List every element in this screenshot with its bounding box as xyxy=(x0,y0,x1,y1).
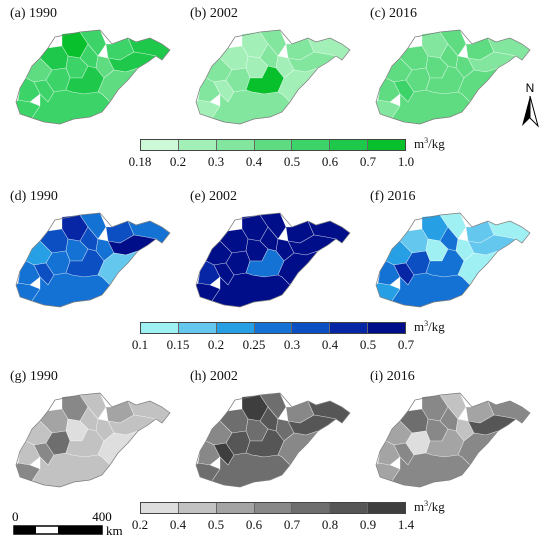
legend-tick-label: 0.6 xyxy=(245,517,263,532)
province-map xyxy=(195,392,351,488)
legend-unit-denominator: /kg xyxy=(428,319,445,334)
legend-tick-label: 0.25 xyxy=(242,337,266,352)
panel-label: (c) 2016 xyxy=(370,6,418,21)
scale-bar: 0 400 km xyxy=(10,508,130,538)
north-arrow-letter: N xyxy=(526,81,535,95)
legend-swatch xyxy=(292,140,331,150)
legend-swatch xyxy=(178,323,217,333)
legend: 0.1 0.15 0.2 0.25 0.3 0.4 0.5 0.7 xyxy=(132,322,414,352)
legend-tick-label: 0.1 xyxy=(131,337,149,352)
legend-tick-label: 0.6 xyxy=(321,154,339,169)
legend-unit: m3/kg xyxy=(414,499,445,515)
legend-tick-label: 0.4 xyxy=(169,517,187,532)
legend-swatch xyxy=(216,323,255,333)
legend-tick-label: 0.9 xyxy=(359,517,377,532)
province-outline xyxy=(15,29,171,125)
legend-swatch xyxy=(368,140,406,150)
province-map xyxy=(15,392,171,488)
province-outline xyxy=(15,212,171,308)
legend-unit-base: m xyxy=(414,319,425,334)
legend-color-bar xyxy=(140,139,406,151)
legend-tick-row: 0.1 0.15 0.2 0.25 0.3 0.4 0.5 0.7 xyxy=(132,337,414,352)
province-outline xyxy=(375,212,531,308)
legend-swatch xyxy=(141,140,179,150)
legend-tick-label: 0.7 xyxy=(359,154,377,169)
legend-swatch xyxy=(254,323,293,333)
province-outline xyxy=(195,29,351,125)
legend-unit-denominator: /kg xyxy=(428,499,445,514)
legend-tick-label: 0.7 xyxy=(397,337,415,352)
panel-label: (g) 1990 xyxy=(10,369,58,384)
legend-tick-label: 0.2 xyxy=(207,337,225,352)
province-outline xyxy=(195,392,351,488)
legend-swatch xyxy=(292,503,331,513)
legend-swatch xyxy=(330,503,369,513)
panel-label: (a) 1990 xyxy=(10,6,58,21)
scale-start-label: 0 xyxy=(12,509,19,524)
legend-swatch xyxy=(216,503,255,513)
province-outline xyxy=(195,212,351,308)
province-map xyxy=(375,392,531,488)
legend-tick-label: 0.2 xyxy=(169,154,187,169)
legend-swatch xyxy=(254,140,293,150)
province-outline xyxy=(375,29,531,125)
north-arrow: N xyxy=(518,80,542,130)
legend-tick-label: 0.5 xyxy=(359,337,377,352)
legend-tick-label: 0.3 xyxy=(283,337,301,352)
legend: 0.18 0.2 0.3 0.4 0.5 0.6 0.7 1.0 xyxy=(129,139,415,169)
panel-label: (b) 2002 xyxy=(190,6,238,21)
legend-swatch xyxy=(141,503,179,513)
legend-unit-base: m xyxy=(414,136,425,151)
panel-label: (f) 2016 xyxy=(370,189,416,204)
legend-tick-label: 0.4 xyxy=(245,154,263,169)
legend-unit-exponent: 3 xyxy=(424,319,429,328)
province-map xyxy=(195,29,351,125)
legend-swatch xyxy=(330,323,369,333)
panel-label: (d) 1990 xyxy=(10,189,58,204)
legend-unit-exponent: 3 xyxy=(424,136,429,145)
legend-swatch xyxy=(178,503,217,513)
legend-tick-label: 0.3 xyxy=(207,154,225,169)
legend-tick-label: 0.15 xyxy=(166,337,190,352)
legend-swatch xyxy=(330,140,369,150)
legend-tick-label: 0.5 xyxy=(207,517,225,532)
legend-tick-label: 0.8 xyxy=(321,517,339,532)
province-map xyxy=(15,29,171,125)
scale-end-label: 400 xyxy=(92,509,112,524)
legend-tick-label: 1.4 xyxy=(397,517,415,532)
legend-color-bar xyxy=(140,502,406,514)
legend-swatch xyxy=(368,503,406,513)
province-outline xyxy=(15,392,171,488)
legend-unit-denominator: /kg xyxy=(428,136,445,151)
legend-swatch xyxy=(216,140,255,150)
legend-swatch xyxy=(178,140,217,150)
province-outline xyxy=(375,392,531,488)
legend-color-bar xyxy=(140,322,406,334)
province-map xyxy=(375,29,531,125)
panel-label: (e) 2002 xyxy=(190,189,238,204)
legend-unit: m3/kg xyxy=(414,136,445,152)
legend-swatch xyxy=(292,323,331,333)
legend-tick-label: 0.5 xyxy=(283,154,301,169)
legend-swatch xyxy=(254,503,293,513)
legend-swatch xyxy=(141,323,179,333)
legend-tick-label: 0.2 xyxy=(131,517,149,532)
panel-label: (i) 2016 xyxy=(370,369,415,384)
legend-tick-row: 0.2 0.4 0.5 0.6 0.7 0.8 0.9 1.4 xyxy=(132,517,414,532)
panel-label: (h) 2002 xyxy=(190,369,238,384)
legend: 0.2 0.4 0.5 0.6 0.7 0.8 0.9 1.4 xyxy=(132,502,414,532)
legend-tick-label: 0.7 xyxy=(283,517,301,532)
province-map xyxy=(15,212,171,308)
legend-tick-row: 0.18 0.2 0.3 0.4 0.5 0.6 0.7 1.0 xyxy=(129,154,415,169)
province-map xyxy=(195,212,351,308)
legend-unit: m3/kg xyxy=(414,319,445,335)
legend-unit-base: m xyxy=(414,499,425,514)
legend-tick-label: 1.0 xyxy=(397,154,415,169)
legend-tick-label: 0.18 xyxy=(128,154,152,169)
legend-swatch xyxy=(368,323,406,333)
legend-unit-exponent: 3 xyxy=(424,499,429,508)
province-map xyxy=(375,212,531,308)
legend-tick-label: 0.4 xyxy=(321,337,339,352)
scale-unit-label: km xyxy=(106,523,123,538)
